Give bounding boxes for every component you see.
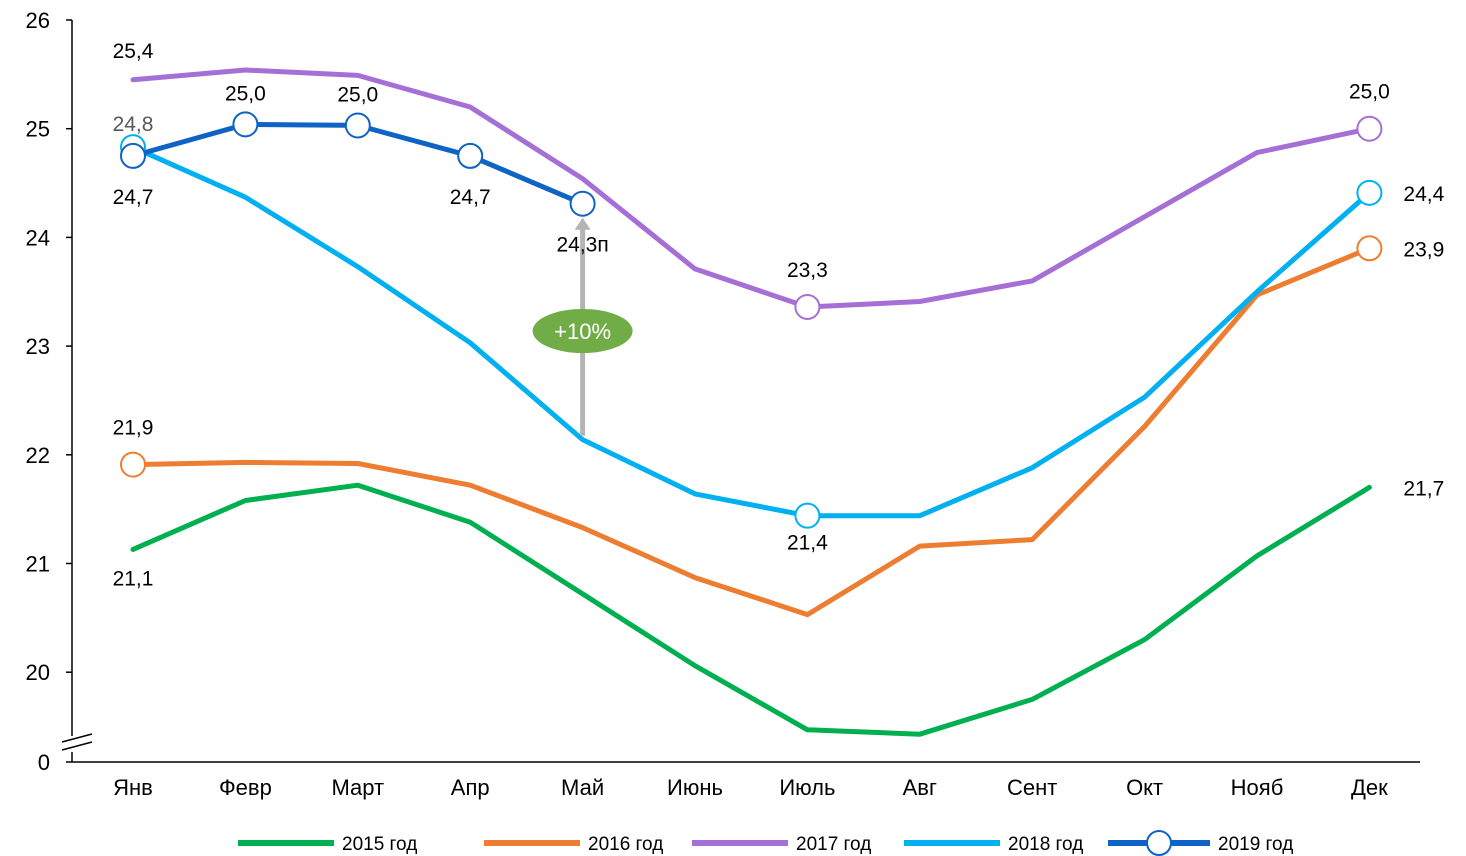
y-tick-label: 0 (38, 750, 50, 775)
legend-label: 2015 год (342, 834, 417, 855)
legend-label: 2018 год (1008, 834, 1083, 855)
data-label: 24,8 (113, 113, 154, 136)
growth-badge (532, 309, 633, 353)
data-label: 25,4 (113, 40, 154, 63)
data-labels: 25,4 23,3 25,0 24,8 21,4 24,4 24,7 25,0 25,0 24,7… (113, 40, 1445, 591)
x-tick-label: Авг (903, 775, 937, 800)
y-tick-label: 25 (26, 117, 50, 142)
data-label: 25,0 (337, 83, 378, 106)
series-markers (120, 111, 1383, 529)
series-line (130, 144, 1372, 519)
x-tick-label: Окт (1126, 775, 1163, 800)
x-tick-label: Янв (113, 775, 153, 800)
legend-label: 2016 год (588, 834, 663, 855)
x-tick-label: Дек (1351, 775, 1388, 800)
data-label: 21,7 (1403, 477, 1444, 500)
data-label: 24,4 (1403, 183, 1444, 206)
legend-label: 2019 год (1218, 834, 1293, 855)
axis-break-mark (61, 741, 93, 751)
legend: 2015 год 2016 год 2017 год 2018 год 2019 год (238, 830, 1293, 856)
arrow-head (574, 217, 591, 230)
data-point-marker (1356, 115, 1383, 142)
x-tick-label: Сент (1007, 775, 1057, 800)
data-point-marker (120, 142, 146, 169)
x-tick-label: Июль (779, 775, 835, 800)
data-label: 24,3п (556, 234, 608, 257)
data-point-marker (120, 451, 146, 478)
series-line (130, 245, 1372, 618)
y-tick-label: 21 (26, 552, 50, 577)
data-point-marker (794, 502, 821, 529)
legend-marker (1146, 830, 1172, 856)
y-tick-label: 24 (26, 225, 50, 250)
x-tick-label: Май (561, 775, 604, 800)
data-point-marker (794, 293, 821, 320)
growth-annotation: +10% (532, 217, 633, 436)
chart-axes: 0 20 21 22 23 24 25 26 Янв Февр Март Апр Май Июнь Июль… (26, 8, 1420, 800)
growth-badge-label: +10% (554, 319, 611, 344)
x-tick-label: Июнь (667, 775, 723, 800)
data-label: 25,0 (1349, 81, 1390, 104)
data-label: 21,9 (113, 417, 154, 440)
y-tick-label: 22 (26, 443, 50, 468)
data-label: 24,7 (450, 186, 491, 209)
data-label: 21,1 (113, 567, 154, 590)
data-point-marker (569, 190, 596, 217)
series-line (130, 482, 1372, 737)
data-label: 23,3 (787, 259, 828, 282)
x-tick-label: Нояб (1231, 775, 1284, 800)
x-tick-label: Февр (219, 775, 272, 800)
data-point-marker (1356, 235, 1383, 262)
y-tick-label: 20 (26, 660, 50, 685)
data-point-marker (1356, 179, 1383, 206)
data-label: 24,7 (113, 186, 154, 209)
data-point-marker (232, 111, 259, 138)
data-point-marker (344, 112, 371, 139)
axis-break-mark (61, 733, 93, 743)
data-label: 25,0 (225, 82, 266, 105)
x-tick-label: Март (331, 775, 384, 800)
series-line (130, 67, 1372, 310)
data-point-marker (457, 142, 484, 169)
y-tick-label: 26 (26, 8, 50, 33)
legend-label: 2017 год (796, 834, 871, 855)
y-tick-label: 23 (26, 334, 50, 359)
data-label: 23,9 (1403, 238, 1444, 261)
data-label: 21,4 (787, 532, 828, 555)
x-tick-label: Апр (451, 775, 490, 800)
series-lines (130, 67, 1372, 737)
